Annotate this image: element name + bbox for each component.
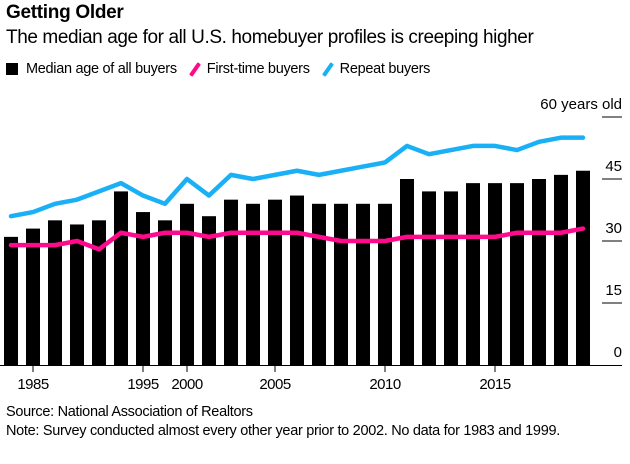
bar-2015 <box>488 183 502 365</box>
legend-label: First-time buyers <box>206 61 310 77</box>
bar-2008 <box>334 203 348 365</box>
x-tick-label: 2015 <box>479 376 511 393</box>
legend: Median age of all buyers First-time buye… <box>6 61 442 77</box>
chart-plot: 0 15 30 45 60 years old 1985 1995 2000 2005 2010 2… <box>0 96 622 393</box>
y-tick-label: 30 <box>605 220 622 237</box>
bar-2019 <box>576 170 590 365</box>
x-tick-label: 2005 <box>259 376 291 393</box>
bar-2009 <box>356 203 370 365</box>
bar-1989 <box>70 224 84 365</box>
bar-1997 <box>158 220 172 365</box>
bar-2005 <box>268 199 282 365</box>
bar-2007 <box>312 203 326 365</box>
bar-2013 <box>444 191 458 365</box>
x-tick-label: 2010 <box>369 376 401 393</box>
bar-2016 <box>510 183 524 365</box>
legend-item-repeat: Repeat buyers <box>321 61 431 77</box>
bar-1991 <box>92 220 106 365</box>
bar-2012 <box>422 191 436 365</box>
legend-item-first-time: First-time buyers <box>188 61 310 77</box>
bar-2011 <box>400 179 414 365</box>
bar-2004 <box>246 203 260 365</box>
bar-2010 <box>378 203 392 365</box>
bar-1985 <box>26 228 40 365</box>
bar-2018 <box>554 174 568 365</box>
bar-1987 <box>48 220 62 365</box>
source-note: Source: National Association of Realtors <box>6 404 253 420</box>
bar-1981 <box>4 236 18 365</box>
bar-2003 <box>224 199 238 365</box>
bar-2017 <box>532 179 546 365</box>
y-tick-label: 60 years old <box>540 96 622 113</box>
x-tick-label: 1985 <box>17 376 49 393</box>
bar-1993 <box>114 191 128 365</box>
legend-label: Median age of all buyers <box>26 61 177 77</box>
x-tick-label: 1995 <box>127 376 159 393</box>
x-tick-label: 2000 <box>171 376 203 393</box>
y-tick-label: 0 <box>614 344 622 361</box>
bar-2000 <box>180 203 194 365</box>
legend-swatch-bar <box>6 63 18 75</box>
legend-item-all-buyers: Median age of all buyers <box>6 61 177 77</box>
bar-1995 <box>136 212 150 365</box>
bar-2014 <box>466 183 480 365</box>
legend-label: Repeat buyers <box>339 61 431 77</box>
y-tick-label: 45 <box>605 158 622 175</box>
y-tick-label: 15 <box>605 282 622 299</box>
bar-2006 <box>290 195 304 365</box>
chart-title: Getting Older <box>6 2 124 23</box>
bar-2001 <box>202 216 216 365</box>
chart-subtitle: The median age for all U.S. homebuyer pr… <box>6 27 534 48</box>
footnote: Note: Survey conducted almost every othe… <box>6 423 560 439</box>
